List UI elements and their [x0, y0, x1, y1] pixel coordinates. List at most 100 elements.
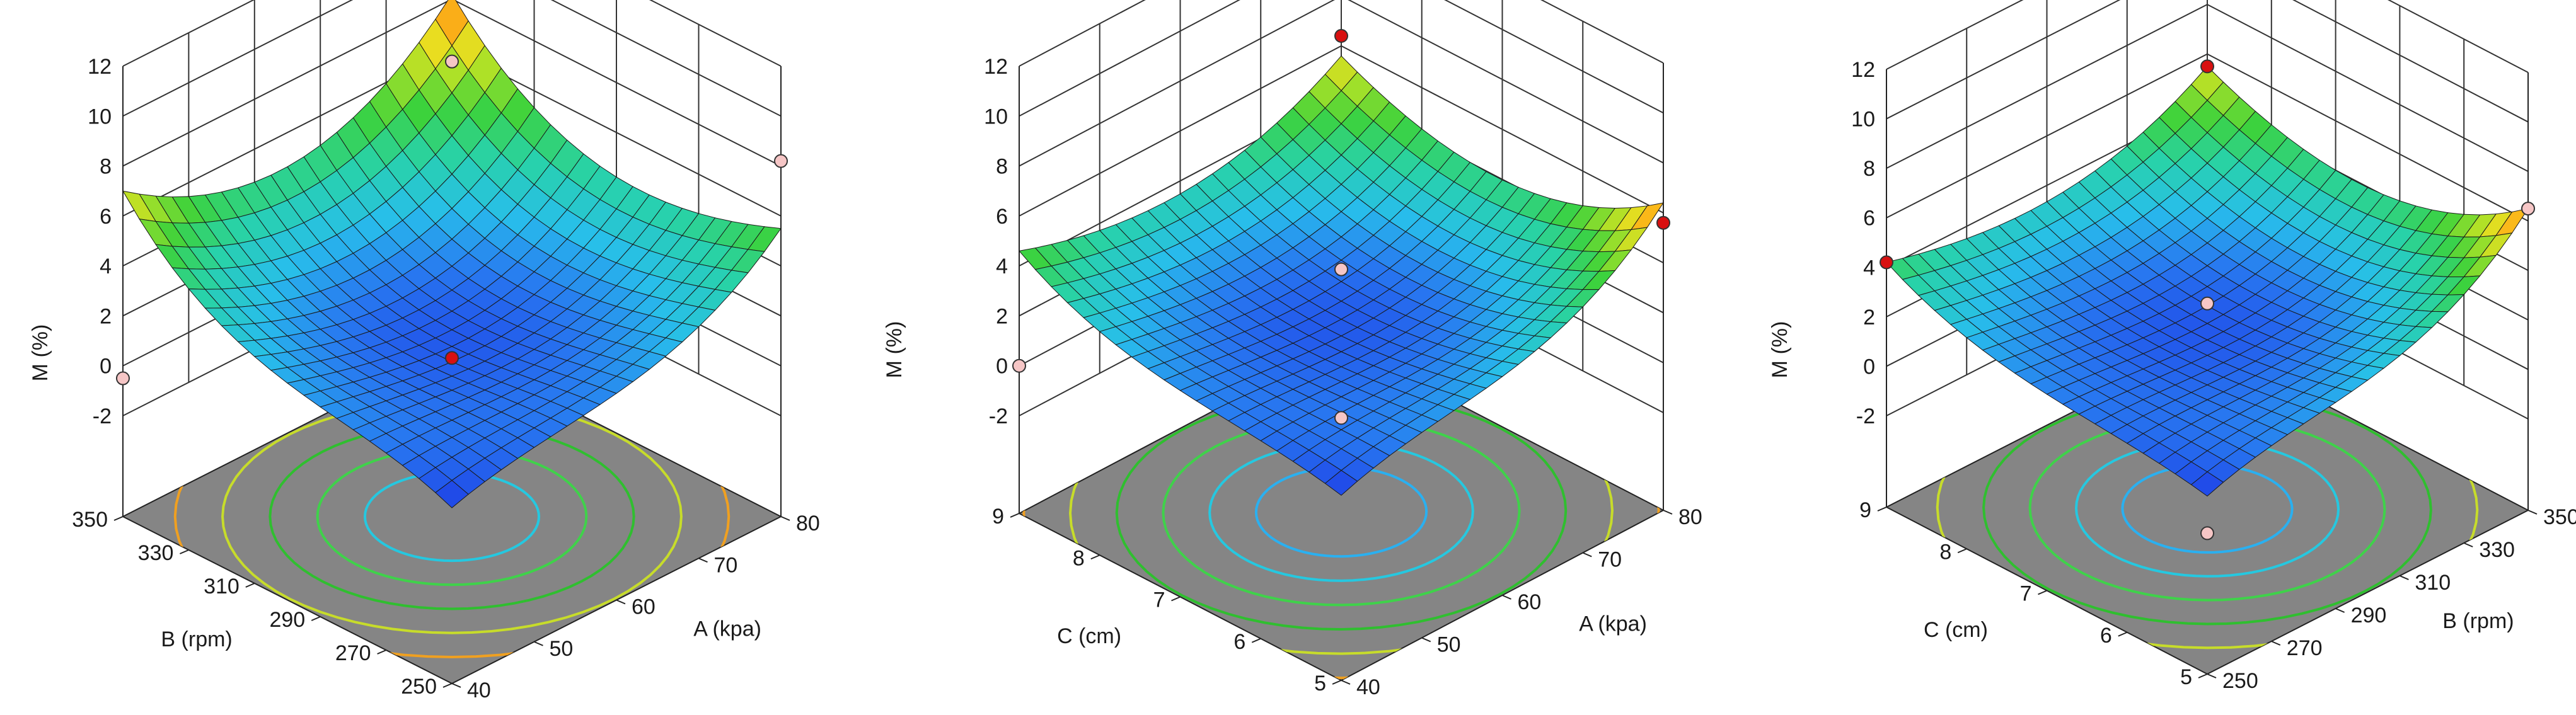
y-tick-label: 290 — [269, 608, 305, 632]
x-tick-label: 50 — [550, 637, 574, 661]
y-tick-label: 8 — [1073, 546, 1085, 570]
x-tick — [1341, 680, 1351, 685]
y-axis-title: C (cm) — [1924, 618, 1988, 642]
contour-line — [1208, 442, 1474, 582]
z-tick-label: 0 — [996, 355, 1008, 379]
y-tick — [377, 649, 386, 655]
wall-gridline — [122, 0, 782, 167]
contour-line — [221, 399, 683, 634]
x-tick-label: 70 — [714, 553, 738, 577]
design-point — [1012, 358, 1026, 373]
x-tick-label: 60 — [1518, 590, 1542, 614]
design-point — [1880, 255, 1893, 270]
surface-facet — [1324, 470, 1358, 496]
z-tick-label: 12 — [984, 55, 1008, 79]
design-point — [1656, 215, 1670, 230]
design-point — [2200, 526, 2214, 541]
z-tick-label: 10 — [984, 105, 1008, 129]
z-tick-label: 8 — [100, 155, 112, 179]
x-tick — [2207, 673, 2217, 678]
y-tick — [1251, 638, 1261, 643]
wall-gridline — [122, 0, 782, 117]
wall-gridline — [122, 0, 782, 67]
contour-line — [2028, 416, 2386, 602]
x-axis-title: A (kpa) — [693, 617, 761, 641]
z-tick-label: 6 — [996, 205, 1008, 229]
contour-line — [316, 447, 588, 586]
z-tick-label: -2 — [989, 404, 1008, 428]
z-tick-label: 8 — [996, 155, 1008, 179]
z-tick-label: 2 — [1863, 306, 1875, 329]
z-tick-label: 2 — [100, 304, 112, 328]
x-tick — [780, 516, 790, 521]
design-point — [1334, 29, 1348, 43]
y-tick — [1332, 680, 1342, 685]
z-tick-label: 6 — [1863, 207, 1875, 231]
wall-gridline — [1019, 0, 1664, 167]
y-tick — [180, 549, 189, 554]
design-point — [445, 351, 459, 365]
z-tick-label: 4 — [1863, 256, 1875, 280]
y-tick-label: 9 — [1859, 498, 1871, 522]
x-tick-label: 40 — [1356, 675, 1380, 699]
z-tick-label: -2 — [1856, 404, 1875, 428]
y-tick — [2038, 590, 2047, 595]
z-tick-label: 4 — [996, 255, 1008, 278]
y-tick — [2118, 631, 2128, 637]
design-points — [116, 54, 788, 386]
y-tick — [1957, 548, 1967, 554]
design-point — [2521, 202, 2535, 216]
design-point — [116, 371, 130, 386]
y-axis-title: B (rpm) — [161, 627, 232, 651]
response-surface — [1019, 55, 1665, 496]
y-axis-title: C (cm) — [1057, 624, 1121, 648]
contour-line — [363, 471, 541, 563]
y-tick — [1171, 596, 1181, 602]
x-tick-label: 40 — [467, 678, 491, 702]
x-tick-label: 70 — [1598, 548, 1622, 572]
z-tick-label: 12 — [1851, 58, 1875, 82]
y-tick-label: 6 — [2100, 624, 2112, 648]
design-point — [445, 54, 459, 69]
y-tick — [113, 516, 124, 521]
x-tick-label: 80 — [796, 512, 820, 535]
design-point — [1334, 411, 1348, 425]
x-axis-title: B (rpm) — [2442, 609, 2514, 633]
x-tick — [616, 599, 626, 605]
y-tick-label: 5 — [1314, 672, 1326, 695]
y-tick-label: 6 — [1233, 630, 1245, 654]
z-tick-label: -2 — [93, 404, 112, 428]
x-tick-label: 290 — [2351, 603, 2387, 627]
x-tick-label: 60 — [632, 595, 656, 619]
design-point — [2200, 59, 2214, 74]
wall-gridline — [1886, 0, 2529, 73]
axis-labels: -2 0 2 4 6 8 10 12 M (%) 5 6 7 8 9 250 270 290 310 330 350 C… — [1768, 58, 2576, 693]
z-tick-label: 10 — [1851, 108, 1875, 132]
surface-panel-2: -2 0 2 4 6 8 10 12 M (%) 5 6 7 8 9 40 50 60 70 80 C (cm) A (… — [882, 0, 1702, 699]
y-tick-label: 270 — [335, 641, 371, 665]
surface-facet — [435, 479, 469, 508]
y-tick — [1877, 506, 1887, 512]
design-points — [1880, 59, 2535, 541]
z-tick-label: 10 — [88, 105, 112, 129]
y-tick-label: 330 — [138, 541, 174, 565]
surface-panel-1: -2 0 2 4 6 8 10 12 M (%) 250 270 290 310 330 350 40 50 60… — [28, 0, 820, 702]
x-tick — [1502, 595, 1511, 600]
y-tick — [1090, 554, 1100, 560]
contour-line — [1115, 392, 1568, 631]
x-tick — [2527, 510, 2538, 515]
x-tick — [534, 641, 543, 646]
design-point — [774, 154, 788, 168]
design-point — [1334, 262, 1348, 277]
y-tick-label: 7 — [1153, 588, 1165, 612]
z-tick-label: 4 — [100, 255, 112, 278]
y-tick-label: 9 — [992, 505, 1004, 529]
contour-line — [269, 423, 635, 610]
design-point — [2200, 296, 2214, 311]
x-tick — [698, 558, 708, 563]
y-tick — [311, 616, 321, 621]
x-tick-label: 80 — [1678, 505, 1702, 529]
z-tick-label: 0 — [1863, 355, 1875, 379]
x-tick — [2271, 641, 2281, 646]
